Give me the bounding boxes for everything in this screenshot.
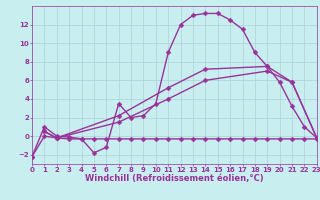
X-axis label: Windchill (Refroidissement éolien,°C): Windchill (Refroidissement éolien,°C) bbox=[85, 174, 264, 183]
